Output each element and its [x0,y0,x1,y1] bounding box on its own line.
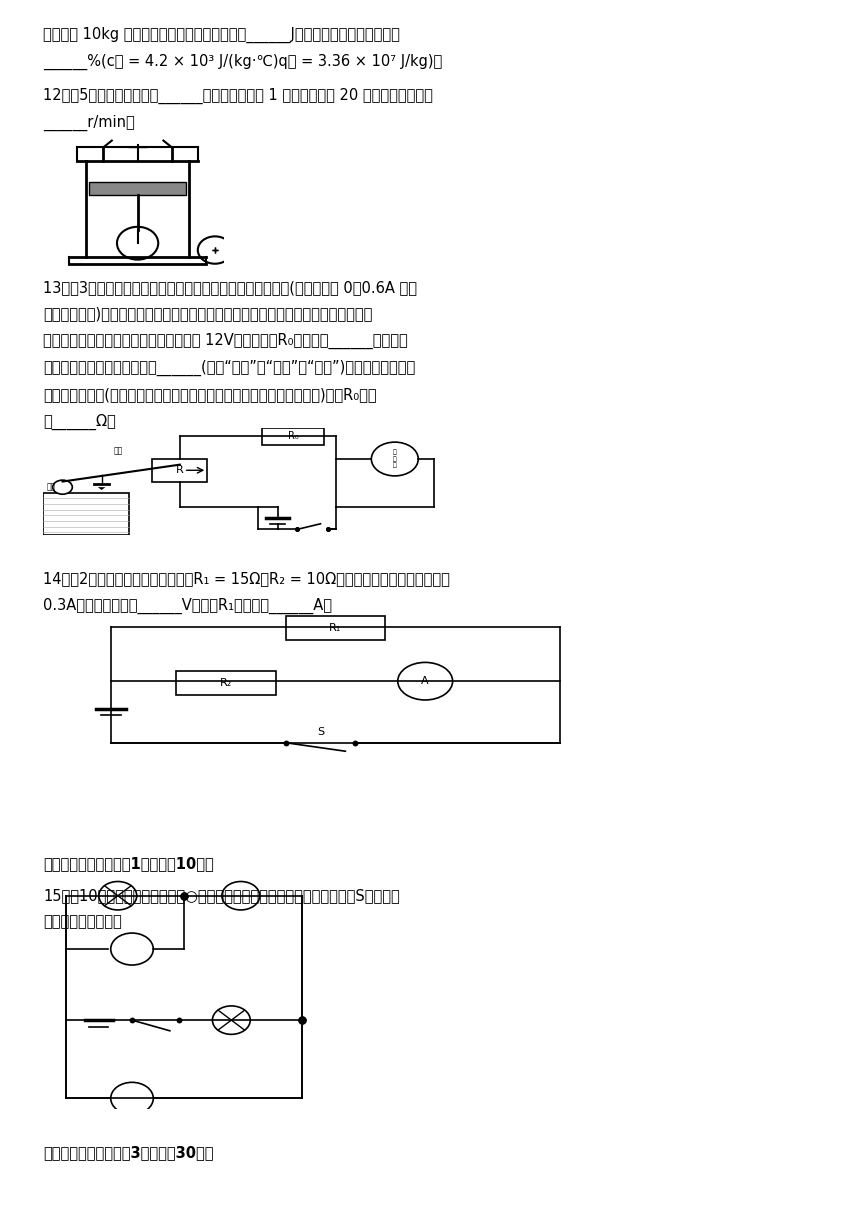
Text: 14．（2分）在如图所示的电路中，R₁ = 15Ω，R₂ = 10Ω，闭合开关后电流表的示数为: 14．（2分）在如图所示的电路中，R₁ = 15Ω，R₂ = 10Ω，闭合开关后… [43,572,450,586]
Text: 15．（10分）在如图所示电路的○里填上适当的电表符号。要求：闭合开关S，各电路: 15．（10分）在如图所示电路的○里填上适当的电表符号。要求：闭合开关S，各电路 [43,888,400,902]
Text: 油面下降时，油量表的示数将______(选填“增大”、“减小”或“不变”)；油筱装满油时，: 油面下降时，油量表的示数将______(选填“增大”、“减小”或“不变”)；油筱… [43,360,415,376]
Text: 是______Ω。: 是______Ω。 [43,413,116,429]
Text: 四、计算题（本大题共3小题，入30分）: 四、计算题（本大题共3小题，入30分） [43,1145,213,1160]
Text: 油量表为最大値(即电流表达到最大値，此时滑动变阻器的触头在某一端)，则R₀的値: 油量表为最大値(即电流表达到最大値，此时滑动变阻器的触头在某一端)，则R₀的値 [43,387,377,401]
Text: 三、作图题（本大题共1小题，入10分）: 三、作图题（本大题共1小题，入10分） [43,856,214,871]
Text: 可以知道油筱内油面的高度。电源电压为 12V，定值电阻R₀的作用是______；当油筱: 可以知道油筱内油面的高度。电源电压为 12V，定值电阻R₀的作用是______；… [43,333,408,349]
Text: 13．（3分）如图所示是一种自动测定油筱内由高度的油量表(是由量程为 0～0.6A 的电: 13．（3分）如图所示是一种自动测定油筱内由高度的油量表(是由量程为 0～0.6… [43,280,417,294]
Text: 流表改装而成)，金属杠杆的右端是滑动变阻器的滑片。从油量表指针所指的刻度，就: 流表改装而成)，金属杠杆的右端是滑动变阻器的滑片。从油量表指针所指的刻度，就 [43,306,372,321]
Text: ______%(c水 = 4.2 × 10³ J/(kg·℃)q熳 = 3.36 × 10⁷ J/kg)。: ______%(c水 = 4.2 × 10³ J/(kg·℃)q熳 = 3.36… [43,54,442,69]
Text: 12．（5分）图是汽油机的______冲程；该汽油机 1 秒内对外做功 20 次，则飞轮转速为: 12．（5分）图是汽油机的______冲程；该汽油机 1 秒内对外做功 20 次… [43,88,433,103]
Text: 实际烧了 10kg 的无烟焎，这些焎完全燃烧放出______J的热量，这个锅炉的效率是: 实际烧了 10kg 的无烟焎，这些焎完全燃烧放出______J的热量，这个锅炉的… [43,27,400,43]
Text: 元件均能正常工作。: 元件均能正常工作。 [43,914,122,929]
Text: 0.3A，则电源电压为______V，通过R₁的电流是______A。: 0.3A，则电源电压为______V，通过R₁的电流是______A。 [43,598,332,614]
Text: ______r/min。: ______r/min。 [43,114,135,130]
